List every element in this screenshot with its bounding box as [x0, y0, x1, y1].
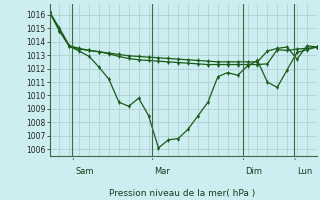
Text: Sam: Sam [75, 167, 94, 176]
Text: Mar: Mar [155, 167, 170, 176]
Text: Lun: Lun [297, 167, 312, 176]
Text: Pression niveau de la mer( hPa ): Pression niveau de la mer( hPa ) [109, 189, 256, 198]
Text: Dim: Dim [245, 167, 262, 176]
